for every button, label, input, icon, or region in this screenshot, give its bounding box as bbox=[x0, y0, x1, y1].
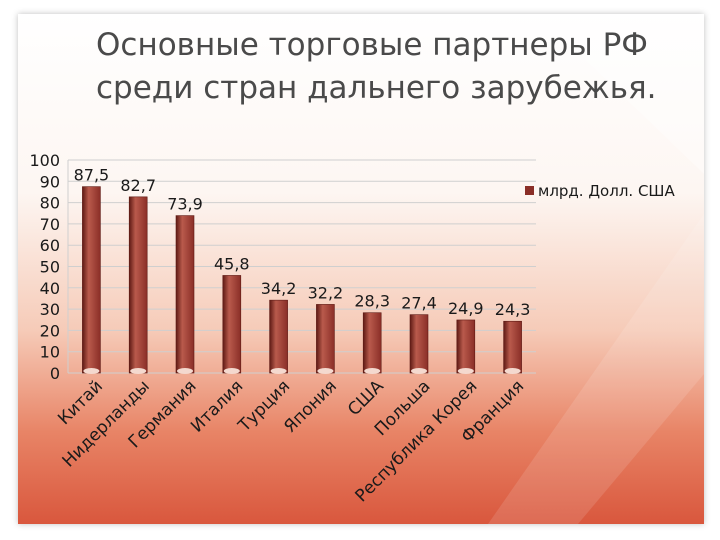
bar bbox=[503, 320, 522, 374]
x-tick-label: Италия bbox=[187, 376, 247, 436]
y-tick-label: 20 bbox=[40, 321, 60, 340]
bar bbox=[175, 215, 195, 374]
bar-base-highlight bbox=[411, 368, 427, 374]
data-label: 82,7 bbox=[120, 176, 156, 195]
data-label: 27,4 bbox=[401, 294, 437, 313]
data-label: 45,8 bbox=[214, 254, 250, 273]
bar bbox=[222, 275, 242, 374]
legend: млрд. Долл. США bbox=[525, 182, 675, 200]
data-label: 32,2 bbox=[308, 283, 344, 302]
bar bbox=[456, 319, 476, 374]
data-label: 87,5 bbox=[74, 166, 110, 185]
bar bbox=[269, 299, 288, 374]
data-label: 28,3 bbox=[354, 292, 390, 311]
bar bbox=[128, 196, 148, 374]
title-line-2: среди стран дальнего зарубежья. bbox=[96, 70, 657, 106]
data-label: 34,2 bbox=[261, 279, 297, 298]
bar bbox=[316, 304, 335, 374]
data-label: 73,9 bbox=[167, 195, 203, 214]
bar bbox=[362, 312, 382, 374]
bar-base-highlight bbox=[223, 368, 240, 374]
bar bbox=[409, 314, 429, 374]
y-tick-label: 40 bbox=[40, 279, 60, 298]
bar-base-highlight bbox=[504, 368, 521, 374]
x-tick-label: Япония bbox=[280, 376, 341, 437]
y-tick-label: 70 bbox=[40, 215, 60, 234]
bar-base-highlight bbox=[177, 368, 193, 374]
y-tick-label: 80 bbox=[40, 194, 60, 213]
x-tick-label: США bbox=[344, 376, 388, 420]
bar-base-highlight bbox=[317, 368, 334, 374]
data-label: 24,9 bbox=[448, 299, 484, 318]
bar-base-highlight bbox=[457, 368, 474, 374]
y-tick-label: 50 bbox=[40, 258, 60, 277]
data-label: 24,3 bbox=[495, 300, 531, 319]
y-tick-label: 30 bbox=[40, 300, 60, 319]
bar-base-highlight bbox=[270, 368, 287, 374]
data-labels: 87,5 82,7 73,9 45,8 34,2 32,2 28,3 27,4 24,9 24,3 bbox=[74, 166, 531, 320]
legend-label: млрд. Долл. США bbox=[538, 182, 675, 200]
y-tick-label: 60 bbox=[40, 236, 60, 255]
bars bbox=[82, 186, 522, 374]
x-axis-categories: КитайНидерландыГерманияИталияТурцияЯпони… bbox=[54, 376, 528, 506]
slide-title: Основные торговые партнеры РФ среди стра… bbox=[96, 24, 696, 110]
y-tick-label: 0 bbox=[50, 364, 60, 383]
bar bbox=[82, 186, 101, 374]
y-axis-ticks: 0 10 20 30 40 50 60 70 80 90 100 bbox=[29, 151, 60, 383]
bar-base-highlight bbox=[364, 368, 381, 374]
legend-swatch bbox=[525, 186, 534, 195]
y-tick-label: 90 bbox=[40, 172, 60, 191]
y-tick-label: 100 bbox=[29, 151, 60, 170]
bar-base-highlight bbox=[130, 368, 147, 374]
y-tick-label: 10 bbox=[40, 343, 60, 362]
title-line-1: Основные торговые партнеры РФ bbox=[96, 27, 648, 63]
bar-base-highlight bbox=[83, 368, 100, 374]
